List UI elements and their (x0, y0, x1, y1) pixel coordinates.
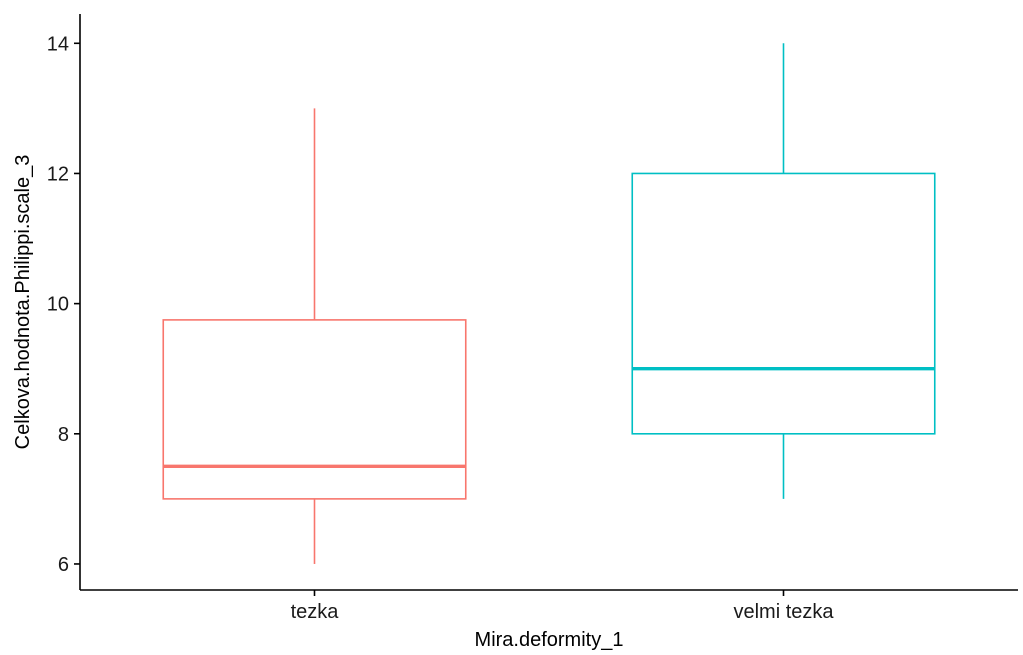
y-tick-label: 14 (47, 33, 69, 55)
y-axis-title: Celkova.hodnota.Philippi.scale_3 (12, 155, 34, 450)
y-tick-label: 12 (47, 163, 69, 185)
y-axis-ticks: 6 8 10 12 14 (47, 33, 80, 576)
iqr-box (631, 172, 936, 435)
y-tick-label: 10 (47, 294, 69, 316)
y-tick-label: 8 (58, 424, 69, 446)
plot-marks (162, 43, 936, 564)
x-axis-title: Mira.deformity_1 (475, 629, 624, 651)
x-axis-ticks: tezka velmi tezka (291, 590, 834, 623)
iqr-box (162, 319, 467, 500)
y-tick-label: 6 (58, 554, 69, 576)
x-tick-label: velmi tezka (733, 601, 834, 623)
x-tick-label: tezka (291, 601, 340, 623)
